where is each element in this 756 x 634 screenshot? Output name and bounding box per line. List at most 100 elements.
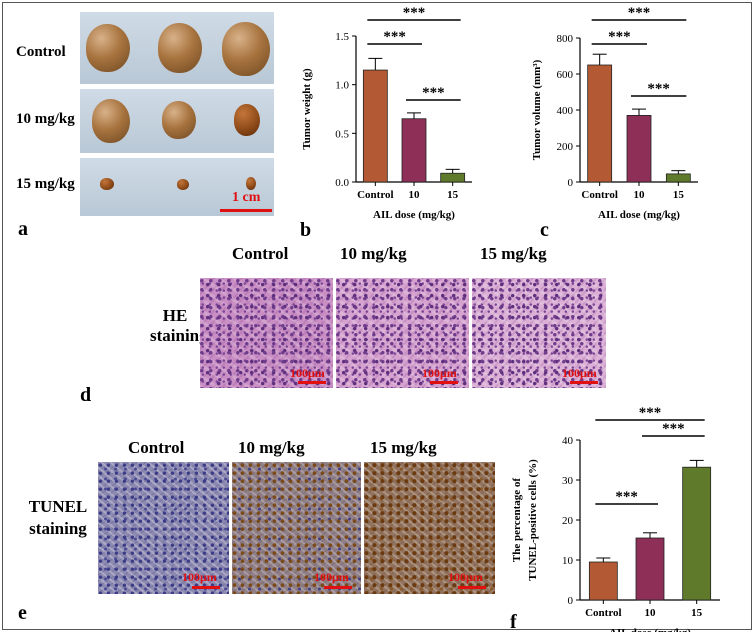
tunel-col-10mg: 10 mg/kg [238, 438, 305, 457]
x-axis-label: AIL dose (mg/kg) [609, 627, 691, 632]
scale-bar [192, 586, 220, 589]
scale-bar [220, 209, 272, 212]
scale-label: 100μm [562, 366, 597, 380]
tumor-photo-control [80, 12, 274, 84]
tunel-col-control: Control [128, 438, 185, 457]
panel-letter-d: d [80, 384, 92, 406]
significance-label: *** [628, 5, 651, 21]
x-axis-label: AIL dose (mg/kg) [598, 209, 680, 221]
tunel-col-15mg: 15 mg/kg [370, 438, 437, 457]
scale-label: 100μm [314, 570, 349, 584]
panel-letter-a: a [18, 218, 28, 240]
tunel-row-label-line2: staining [29, 519, 87, 538]
tunel-row-label-line1: TUNEL [28, 497, 88, 516]
he-col-15mg: 15 mg/kg [480, 244, 547, 263]
panel-letter-b: b [300, 219, 311, 241]
x-tick-label: 15 [447, 189, 459, 201]
row-label-15mg: 15 mg/kg [16, 176, 75, 192]
y-tick-label: 1.5 [335, 31, 349, 43]
tumor-image [158, 23, 202, 73]
x-axis-label: AIL dose (mg/kg) [373, 209, 455, 221]
tumor-image [177, 179, 189, 190]
scale-label: 100μm [422, 366, 457, 380]
scale-label: 100μm [290, 366, 325, 380]
bar-15 [665, 173, 691, 183]
tumor-image [86, 24, 130, 72]
he-col-control: Control [232, 244, 289, 263]
significance-label: *** [608, 29, 631, 45]
he-col-10mg: 10 mg/kg [340, 244, 407, 263]
significance-label: *** [662, 421, 685, 437]
tumor-photo-10mg [80, 89, 274, 153]
significance-label: *** [383, 29, 406, 45]
x-tick-label: 15 [673, 189, 685, 201]
tumor-photo-15mg: 1 cm [80, 158, 274, 216]
scale-label: 100μm [182, 570, 217, 584]
chart-tumor-weight: 0.0 0.5 1.0 1.5 Control 10 15 *** *** *** AIL dose… [300, 5, 472, 241]
he-row-label-line2: staining [150, 326, 208, 345]
he-image-control: 100μm [200, 278, 333, 388]
chart-tumor-volume: 0 200 400 600 800 Control 10 15 *** *** *** AIL dos… [531, 5, 698, 241]
panel-letter-c: c [540, 219, 549, 241]
y-axis-label-line1: The percentage of [511, 478, 523, 562]
significance-label: *** [639, 405, 662, 421]
x-tick-label: 10 [645, 607, 657, 619]
significance-label: *** [615, 489, 638, 505]
row-label-10mg: 10 mg/kg [16, 111, 75, 127]
tunel-image-15mg: 100μm [364, 462, 495, 594]
x-tick-label: Control [581, 189, 617, 201]
y-tick-label: 200 [557, 141, 574, 153]
scale-bar [458, 586, 486, 589]
scale-bar [324, 586, 352, 589]
bar-15 [682, 466, 712, 601]
significance-label: *** [422, 85, 445, 101]
y-tick-label: 0.0 [335, 177, 349, 189]
tunel-image-10mg: 100μm [232, 462, 361, 594]
y-tick-label: 0.5 [335, 128, 349, 140]
he-image-10mg: 100μm [336, 278, 469, 388]
tunel-row-label: TUNEL staining [20, 496, 96, 540]
bar-control [362, 69, 388, 183]
tumor-image [100, 178, 114, 190]
x-tick-label: 10 [634, 189, 646, 201]
bar-control [587, 64, 613, 183]
y-axis-label-line2: TUNEL-positive cells (%) [527, 459, 539, 581]
y-tick-label: 600 [557, 69, 574, 81]
y-tick-label: 400 [557, 105, 574, 117]
y-tick-label: 1.0 [335, 80, 349, 92]
tunel-image-control: 100μm [98, 462, 229, 594]
y-tick-label: 0 [568, 177, 574, 189]
y-axis-label: Tumor volume (mm³) [531, 59, 543, 160]
x-tick-label: Control [357, 189, 393, 201]
scale-label: 1 cm [232, 190, 261, 205]
y-tick-label: 30 [562, 475, 574, 487]
scale-bar [298, 381, 326, 384]
y-tick-label: 10 [562, 555, 574, 567]
bar-10 [635, 537, 665, 601]
panel-letter-f: f [510, 611, 517, 632]
tumor-image [246, 177, 256, 190]
tumor-image [234, 104, 260, 136]
tumor-image [162, 101, 196, 139]
bar-10 [626, 115, 652, 183]
y-tick-label: 40 [562, 435, 574, 447]
scale-bar [570, 381, 598, 384]
tumor-image [222, 22, 270, 76]
significance-label: *** [403, 5, 426, 21]
bar-10 [401, 118, 427, 183]
row-label-control: Control [16, 44, 66, 60]
y-axis-label: Tumor weight (g) [301, 68, 313, 150]
y-tick-label: 0 [568, 595, 574, 607]
x-tick-label: 10 [409, 189, 421, 201]
y-tick-label: 800 [557, 33, 574, 45]
bar-15 [440, 172, 466, 183]
tumor-image [92, 99, 130, 143]
scale-bar [430, 381, 458, 384]
x-tick-label: 15 [691, 607, 703, 619]
he-image-15mg: 100μm [472, 278, 606, 388]
he-row-label: HE staining [150, 306, 208, 346]
bar-control [588, 561, 618, 601]
he-row-label-line1: HE [162, 306, 188, 325]
